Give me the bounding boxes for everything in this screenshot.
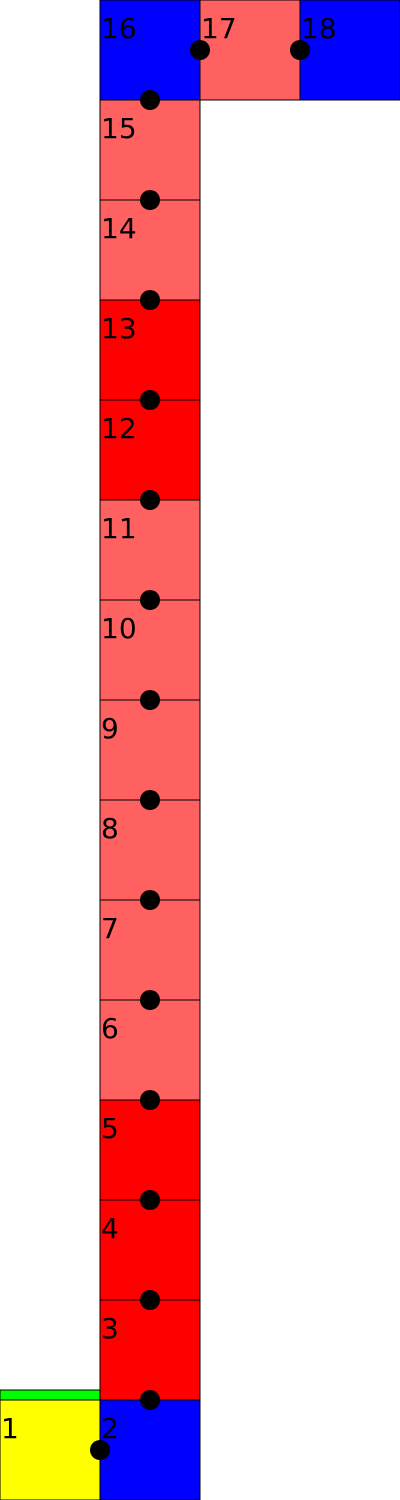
cell-label-1: 1 [1,1412,19,1445]
cell-label-16: 16 [101,12,137,45]
connector-dot-12-13 [140,390,160,410]
cell-label-4: 4 [101,1212,119,1245]
cell-label-9: 9 [101,712,119,745]
connector-dot-16-17 [190,40,210,60]
cell-16 [99,0,201,101]
connector-dot-2-3 [140,1390,160,1410]
cell-label-3: 3 [101,1312,119,1345]
cell-label-12: 12 [101,412,137,445]
cell-1 [0,1399,101,1500]
cell-label-15: 15 [101,112,137,145]
connector-dot-3-4 [140,1290,160,1310]
start-marker [0,1389,101,1401]
connector-dot-13-14 [140,290,160,310]
connector-dot-17-18 [290,40,310,60]
cell-18 [299,0,400,101]
connector-dot-10-11 [140,590,160,610]
cell-label-7: 7 [101,912,119,945]
connector-dot-11-12 [140,490,160,510]
cell-17 [199,0,301,101]
cell-13 [99,299,201,401]
cell-5 [99,1099,201,1201]
cell-15 [99,99,201,201]
connector-dot-4-5 [140,1190,160,1210]
cell-label-10: 10 [101,612,137,645]
connector-dot-7-8 [140,890,160,910]
connector-dot-15-16 [140,90,160,110]
connector-dot-1-2 [90,1440,110,1460]
cell-label-8: 8 [101,812,119,845]
cell-label-13: 13 [101,312,137,345]
cell-label-14: 14 [101,212,137,245]
connector-dot-9-10 [140,690,160,710]
cell-label-18: 18 [301,12,337,45]
cell-14 [99,199,201,301]
connector-dot-8-9 [140,790,160,810]
connector-dot-14-15 [140,190,160,210]
cell-label-2: 2 [101,1412,119,1445]
cell-10 [99,599,201,701]
cell-4 [99,1199,201,1301]
cell-label-11: 11 [101,512,137,545]
connector-dot-6-7 [140,990,160,1010]
start-marker-layer [0,1389,101,1401]
cell-label-5: 5 [101,1112,119,1145]
cell-2 [99,1399,201,1500]
cell-11 [99,499,201,601]
connector-dot-5-6 [140,1090,160,1110]
cell-label-17: 17 [201,12,237,45]
cell-3 [99,1299,201,1401]
connector-dots-layer [90,40,310,1460]
cell-label-6: 6 [101,1012,119,1045]
